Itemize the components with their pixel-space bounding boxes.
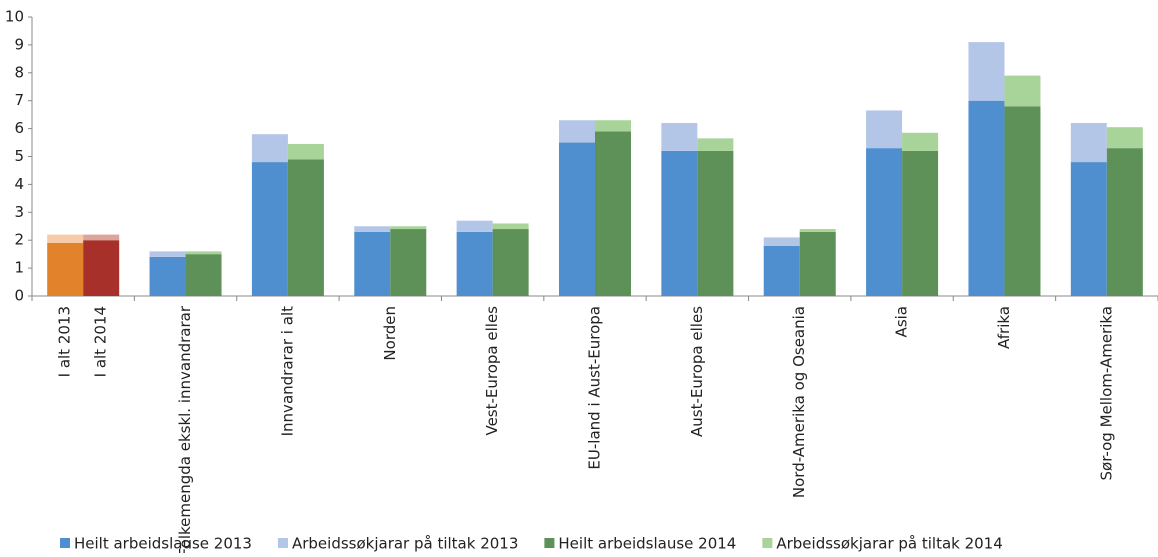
y-tick-label: 4 bbox=[14, 175, 24, 193]
bar-segment bbox=[251, 162, 288, 296]
bar-segment bbox=[595, 120, 631, 132]
bar-segment bbox=[492, 229, 529, 296]
bar-segment bbox=[866, 110, 903, 149]
legend-swatch bbox=[762, 538, 773, 548]
x-tick-label: Vest-Europa elles bbox=[483, 306, 501, 436]
bar-segment bbox=[661, 123, 698, 151]
legend-swatch bbox=[277, 538, 288, 548]
y-tick-label: 8 bbox=[14, 63, 24, 81]
legend-label: Arbeidssøkjarar på tiltak 2014 bbox=[776, 535, 1002, 553]
bar-segment bbox=[1070, 162, 1107, 296]
bar-segment bbox=[1004, 106, 1041, 296]
bar-segment bbox=[866, 148, 903, 296]
legend-label: Arbeidssøkjarar på tiltak 2013 bbox=[292, 535, 518, 553]
bar-segment bbox=[47, 242, 84, 296]
x-tick-label: Norden bbox=[381, 306, 399, 361]
y-tick-label: 6 bbox=[14, 119, 24, 137]
bar-segment bbox=[456, 231, 493, 296]
y-tick-label: 2 bbox=[14, 231, 24, 249]
x-tick-label: EU-land i Aust-Europa bbox=[586, 306, 604, 470]
bar-segment bbox=[185, 254, 222, 296]
bar-segment bbox=[456, 220, 493, 232]
bar-segment bbox=[763, 245, 800, 296]
bar-segment bbox=[595, 131, 631, 296]
bar-segment bbox=[559, 120, 595, 143]
x-tick-label: Folkemengda ekskl. innvandrarar bbox=[176, 305, 194, 553]
bar-segment bbox=[47, 234, 84, 243]
y-tick-label: 7 bbox=[14, 91, 24, 109]
x-tick-label: Asia bbox=[893, 306, 911, 337]
bar-segment bbox=[390, 229, 427, 296]
bar-segment bbox=[149, 251, 186, 257]
bar-segment bbox=[83, 234, 120, 241]
bar-segment bbox=[697, 138, 734, 151]
bar-segment bbox=[83, 240, 120, 296]
bar-segment bbox=[661, 150, 698, 296]
y-tick-label: 0 bbox=[14, 287, 24, 305]
x-tick-label: Aust-Europa elles bbox=[688, 306, 706, 437]
bar-segment bbox=[559, 142, 595, 296]
bar-segment bbox=[287, 159, 324, 296]
x-tick-label: I alt 2013 bbox=[56, 306, 74, 377]
bar-segment bbox=[1004, 75, 1041, 107]
bar-segment bbox=[902, 150, 939, 296]
bar-segment bbox=[251, 134, 288, 163]
bar-segment bbox=[492, 223, 529, 230]
x-tick-label: Innvandrarar i alt bbox=[278, 306, 296, 436]
y-tick-label: 5 bbox=[14, 147, 24, 165]
x-tick-label: Sør-og Mellom-Amerika bbox=[1097, 306, 1115, 481]
x-tick-label: I alt 2014 bbox=[92, 306, 110, 377]
y-tick-label: 10 bbox=[5, 8, 24, 26]
bar-segment bbox=[799, 231, 836, 296]
bar-segment bbox=[1106, 148, 1143, 296]
bar-segment bbox=[354, 231, 391, 296]
bar-segment bbox=[149, 256, 186, 296]
bar-segment bbox=[1106, 127, 1143, 149]
bar-segment bbox=[354, 226, 391, 232]
legend-label: Heilt arbeidslause 2014 bbox=[558, 535, 736, 553]
y-tick-label: 1 bbox=[14, 259, 24, 277]
bar-segment bbox=[968, 100, 1005, 296]
y-tick-label: 3 bbox=[14, 203, 24, 221]
bar-segment bbox=[1070, 123, 1107, 163]
bar-segment bbox=[763, 237, 800, 246]
legend-swatch bbox=[60, 538, 70, 548]
bar-segment bbox=[287, 143, 324, 160]
bar-segment bbox=[390, 226, 427, 230]
bar-segment bbox=[185, 251, 222, 255]
x-tick-label: Nord-Amerika og Oseania bbox=[790, 306, 808, 498]
bar-segment bbox=[968, 42, 1005, 101]
legend-label: Heilt arbeidslause 2013 bbox=[74, 535, 252, 553]
bar-segment bbox=[697, 150, 734, 296]
legend-swatch bbox=[544, 538, 555, 548]
bar-segment bbox=[799, 229, 836, 232]
x-tick-label: Afrika bbox=[995, 306, 1013, 349]
bar-segment bbox=[902, 132, 939, 151]
y-tick-label: 9 bbox=[14, 35, 24, 53]
